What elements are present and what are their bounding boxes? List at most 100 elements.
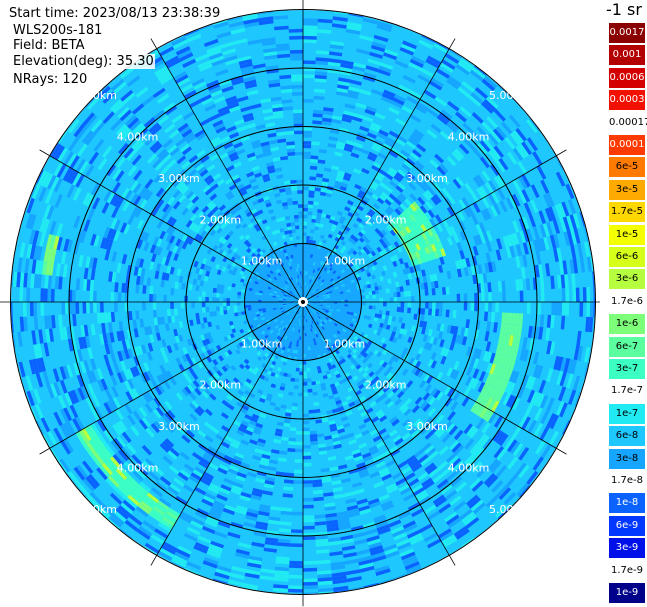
beta-cell xyxy=(428,450,439,460)
beta-cell xyxy=(356,462,366,469)
beta-cell xyxy=(377,272,383,278)
beta-cell xyxy=(401,405,410,414)
beta-cell xyxy=(152,559,168,571)
beta-cell xyxy=(309,303,313,306)
beta-cell xyxy=(303,564,317,569)
beta-cell xyxy=(350,309,355,313)
beta-cell xyxy=(576,376,584,392)
beta-cell xyxy=(378,359,385,366)
beta-cell xyxy=(369,328,375,334)
beta-cell xyxy=(340,63,354,70)
beta-cell xyxy=(461,81,475,93)
beta-cell xyxy=(488,412,497,424)
beta-cell xyxy=(315,222,320,227)
beta-cell xyxy=(319,256,323,261)
beta-cell xyxy=(455,528,470,540)
beta-cell xyxy=(463,386,472,397)
beta-cell xyxy=(317,279,321,284)
beta-cell xyxy=(463,138,475,150)
beta-cell xyxy=(434,153,445,164)
beta-cell xyxy=(392,271,398,278)
beta-cell xyxy=(414,368,421,377)
beta-cell xyxy=(367,356,374,363)
beta-cell xyxy=(364,237,371,244)
beta-cell xyxy=(369,51,384,59)
beta-cell xyxy=(308,335,311,340)
beta-cell xyxy=(549,220,557,235)
beta-cell xyxy=(315,251,320,256)
beta-cell xyxy=(498,157,509,171)
beta-cell xyxy=(365,295,369,299)
beta-cell xyxy=(191,290,196,297)
beta-cell xyxy=(484,397,494,409)
beta-cell xyxy=(328,420,336,425)
beta-cell xyxy=(418,233,425,242)
beta-cell xyxy=(321,478,332,483)
beta-cell xyxy=(351,116,363,123)
beta-cell xyxy=(303,382,308,386)
beta-cell xyxy=(337,406,345,412)
beta-cell xyxy=(362,115,374,123)
beta-cell xyxy=(362,347,368,353)
beta-cell xyxy=(535,251,542,265)
beta-cell xyxy=(307,318,310,322)
beta-cell xyxy=(308,305,312,308)
beta-cell xyxy=(128,311,133,321)
beta-cell xyxy=(315,306,319,309)
beta-cell xyxy=(321,329,326,334)
beta-cell xyxy=(323,297,327,299)
beta-cell xyxy=(349,312,354,316)
beta-cell xyxy=(402,347,409,355)
beta-cell xyxy=(332,324,337,329)
beta-cell xyxy=(306,278,308,282)
beta-cell xyxy=(336,425,344,431)
beta-cell xyxy=(389,180,398,188)
beta-cell xyxy=(352,223,359,229)
beta-cell xyxy=(318,286,322,290)
beta-cell xyxy=(379,250,385,257)
beta-cell xyxy=(400,302,405,308)
beta-cell xyxy=(387,486,399,494)
beta-cell xyxy=(463,267,469,277)
beta-cell xyxy=(452,370,460,380)
beta-cell xyxy=(564,200,573,216)
beta-cell xyxy=(472,502,486,515)
beta-cell xyxy=(348,86,361,93)
beta-cell xyxy=(305,322,307,326)
beta-cell xyxy=(464,438,475,450)
beta-cell xyxy=(313,106,324,111)
beta-cell xyxy=(380,96,393,104)
beta-cell xyxy=(320,288,324,292)
beta-cell xyxy=(335,273,340,278)
beta-cell xyxy=(435,302,440,310)
beta-cell xyxy=(322,275,327,279)
beta-cell xyxy=(356,135,366,142)
beta-cell xyxy=(297,346,301,351)
beta-cell xyxy=(307,321,310,326)
beta-cell xyxy=(343,146,353,153)
beta-cell xyxy=(346,576,362,583)
beta-cell xyxy=(338,313,343,317)
beta-cell xyxy=(333,316,338,320)
beta-cell xyxy=(346,413,355,420)
beta-cell xyxy=(308,298,313,300)
beta-cell xyxy=(428,288,433,296)
beta-cell xyxy=(374,31,390,39)
beta-cell xyxy=(177,295,181,302)
beta-cell xyxy=(538,210,547,225)
beta-cell xyxy=(385,83,399,91)
beta-cell xyxy=(419,276,424,284)
beta-cell xyxy=(522,349,529,362)
beta-cell xyxy=(405,157,416,167)
beta-cell xyxy=(340,182,349,188)
beta-cell xyxy=(360,350,366,356)
beta-cell xyxy=(314,326,318,331)
beta-cell xyxy=(344,318,349,322)
beta-cell xyxy=(433,233,441,243)
beta-cell xyxy=(493,388,502,401)
beta-cell xyxy=(377,21,393,29)
beta-cell xyxy=(374,78,388,87)
beta-cell xyxy=(309,275,312,280)
beta-cell xyxy=(369,95,381,103)
beta-cell xyxy=(334,279,339,283)
